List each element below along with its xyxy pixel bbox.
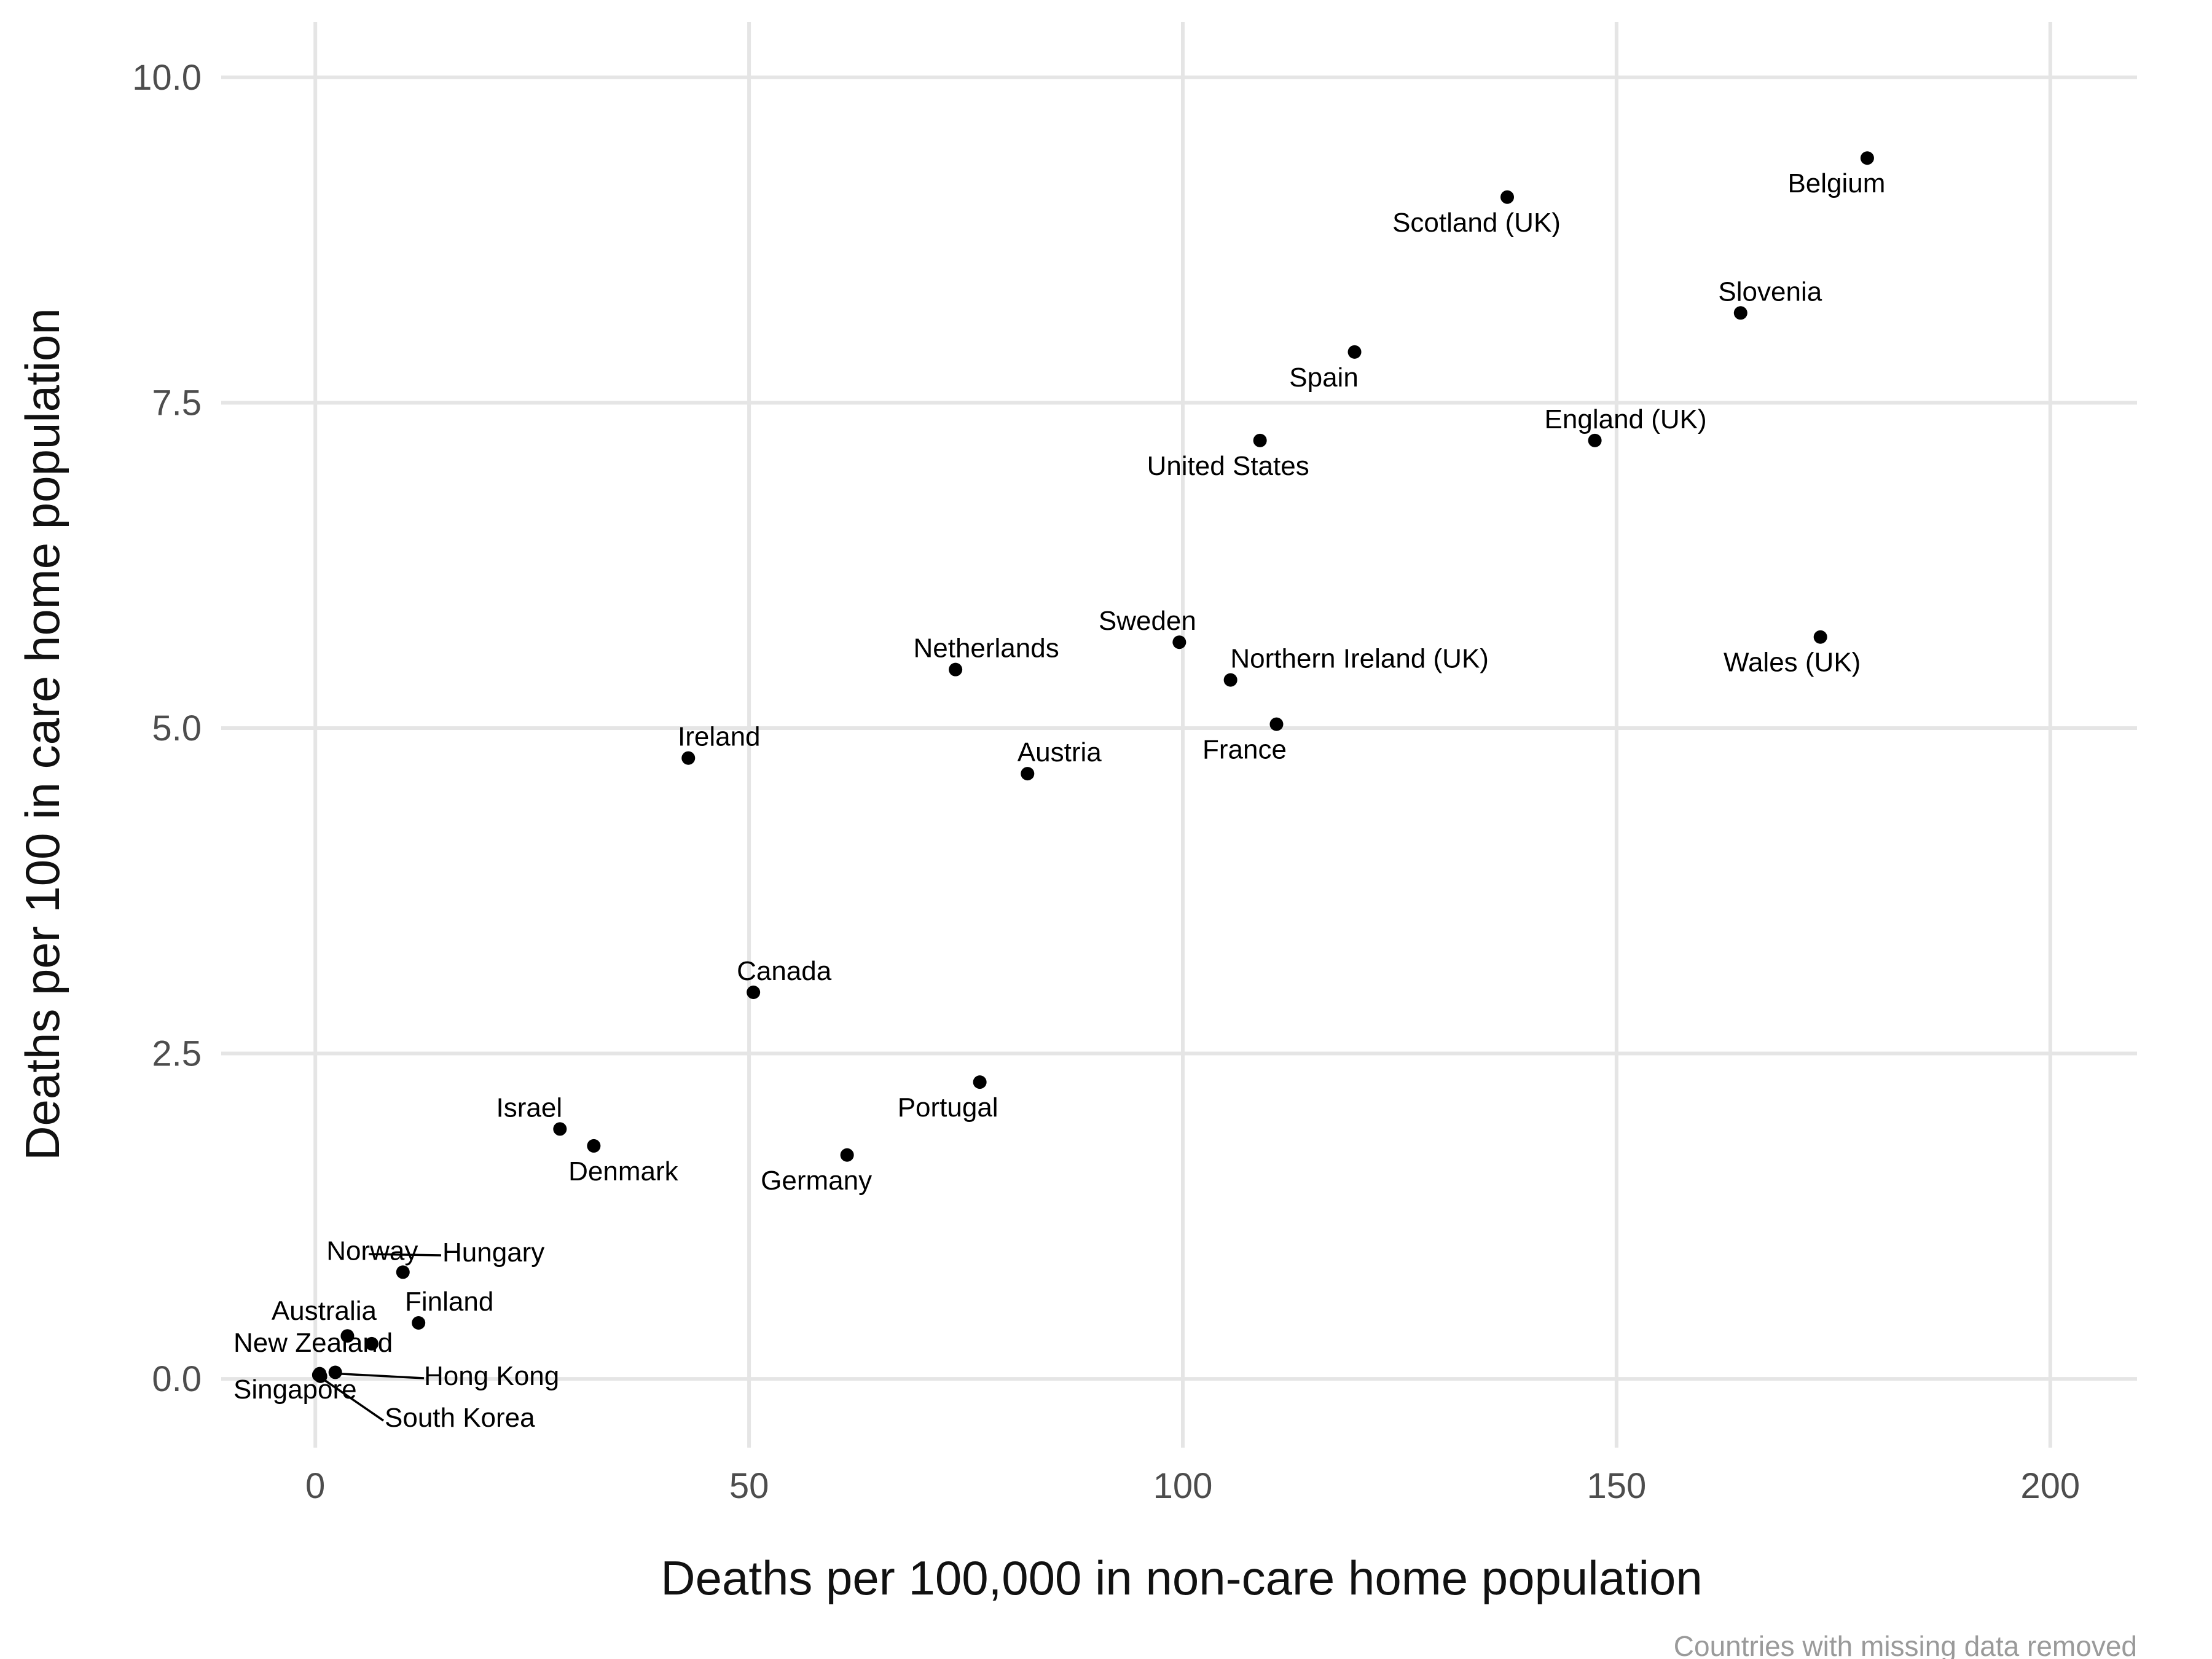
point-label: France	[1202, 735, 1287, 765]
label-leader-lines	[314, 1253, 442, 1422]
data-point	[1500, 190, 1515, 204]
point-label: Germany	[761, 1166, 872, 1196]
data-point	[313, 1369, 327, 1383]
data-points	[312, 151, 1874, 1383]
point-label: Austria	[1018, 737, 1102, 767]
point-label: Ireland	[678, 722, 761, 752]
point-label: Northern Ireland (UK)	[1230, 644, 1489, 674]
data-point	[1223, 673, 1237, 687]
data-point	[1588, 433, 1602, 447]
data-point	[553, 1122, 567, 1136]
data-point	[340, 1329, 355, 1343]
data-point	[1733, 306, 1747, 320]
leader-line	[314, 1372, 384, 1422]
data-point	[681, 751, 696, 765]
data-point	[1269, 717, 1284, 731]
point-label: Finland	[405, 1287, 493, 1317]
point-label: Wales (UK)	[1724, 648, 1861, 678]
point-label: Belgium	[1787, 168, 1885, 198]
x-tick-label: 0	[305, 1466, 325, 1506]
point-label: South Korea	[385, 1403, 535, 1433]
data-point	[587, 1139, 601, 1153]
y-tick-label: 0.0	[152, 1359, 202, 1399]
y-tick-label: 10.0	[132, 58, 202, 98]
point-label: Australia	[272, 1296, 377, 1326]
point-label: Israel	[496, 1092, 563, 1123]
y-tick-label: 7.5	[152, 383, 202, 423]
data-point	[949, 662, 963, 677]
point-label: Singapore	[233, 1375, 357, 1405]
data-point	[840, 1148, 854, 1162]
point-label: United States	[1147, 451, 1309, 481]
data-point	[747, 985, 761, 999]
point-label: Hungary	[442, 1237, 544, 1268]
point-label: Norway	[326, 1236, 418, 1266]
y-axis-title: Deaths per 100 in care home population	[15, 308, 69, 1161]
gridlines	[221, 22, 2137, 1448]
leader-line	[329, 1372, 425, 1379]
data-point	[1021, 767, 1035, 781]
point-label: New Zealand	[233, 1328, 393, 1358]
point-label: Scotland (UK)	[1392, 208, 1561, 238]
data-point	[1347, 345, 1362, 359]
leader-line	[368, 1253, 442, 1257]
chart-caption: Countries with missing data removed	[1674, 1630, 2137, 1659]
y-tick-label: 2.5	[152, 1034, 202, 1074]
data-point	[396, 1265, 410, 1279]
point-label: Spain	[1289, 363, 1359, 393]
y-tick-labels: 0.0 2.5 5.0 7.5 10.0	[132, 58, 202, 1399]
data-point	[412, 1316, 426, 1330]
point-label: Sweden	[1099, 606, 1196, 636]
point-label: Denmark	[568, 1156, 678, 1186]
point-label: Hong Kong	[424, 1361, 559, 1391]
data-point	[328, 1365, 342, 1379]
y-tick-label: 5.0	[152, 708, 202, 748]
x-axis-title: Deaths per 100,000 in non-care home popu…	[661, 1551, 1703, 1605]
x-tick-label: 50	[729, 1466, 769, 1506]
point-label: Slovenia	[1718, 276, 1822, 307]
point-labels: Belgium Scotland (UK) Slovenia Spain England…	[233, 168, 1885, 1433]
point-label: Portugal	[898, 1092, 998, 1123]
x-tick-labels: 0 50 100 150 200	[305, 1466, 2080, 1506]
x-tick-label: 150	[1587, 1466, 1647, 1506]
point-label: Netherlands	[913, 633, 1059, 664]
data-point	[364, 1336, 378, 1351]
x-tick-label: 200	[2020, 1466, 2080, 1506]
data-point	[1813, 630, 1827, 644]
point-label: England (UK)	[1545, 404, 1707, 434]
data-point	[1253, 433, 1267, 447]
data-point	[973, 1075, 987, 1089]
point-label: Canada	[737, 956, 832, 986]
x-tick-label: 100	[1153, 1466, 1213, 1506]
data-point	[1860, 151, 1874, 165]
data-point	[1172, 635, 1186, 649]
